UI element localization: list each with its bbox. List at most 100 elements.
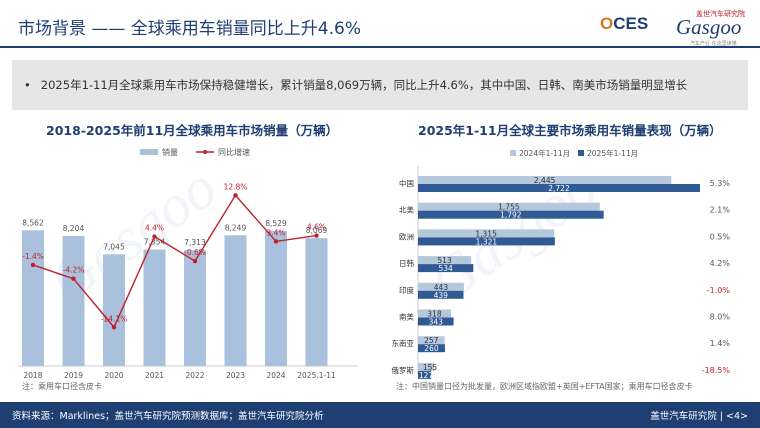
category-label: 中国	[399, 178, 414, 188]
growth-label: 4.6%	[307, 223, 326, 232]
growth-rate-label: -18.5%	[702, 366, 731, 375]
bar-value-2024: 443	[434, 283, 449, 292]
growth-point	[192, 258, 198, 264]
category-label: 欧洲	[399, 231, 414, 241]
bar-2025	[418, 237, 555, 246]
growth-point	[111, 325, 117, 330]
growth-point	[30, 262, 36, 268]
summary-text: 2025年1-11月全球乘用车市场保持稳健增长，累计销量8,069万辆，同比上升…	[40, 78, 688, 92]
bar-2024	[418, 176, 672, 184]
bar-2024	[418, 336, 445, 345]
bar-2024	[418, 362, 435, 371]
growth-label: -0.6%	[184, 248, 206, 257]
growth-label: -14.1%	[101, 314, 128, 323]
bar-value-label: 8,529	[265, 219, 287, 228]
category-label: 北美	[399, 205, 414, 215]
bar-value-2025: 127	[419, 371, 434, 380]
bar-2025	[418, 210, 604, 219]
footer-page: 盖世汽车研究院 | <4>	[650, 411, 748, 422]
growth-point	[314, 233, 319, 238]
footer-source: 资料来源：Marklines；盖世汽车研究院预测数据库；盖世汽车研究院分析	[12, 411, 324, 422]
bar-2025	[418, 370, 432, 379]
left-chart: 销量 同比增速 8,562 2018 8,204 2019 7,045 2020 7,354 20…	[18, 147, 358, 380]
bar-2024	[418, 309, 451, 318]
legend-label-2024: 2024年1-11月	[519, 148, 570, 158]
x-tick-label: 2024	[266, 371, 285, 380]
legend-label-2025: 2025年1-11月	[587, 148, 638, 158]
bar-2024	[418, 229, 555, 238]
bar-value-label: 8,562	[22, 218, 44, 227]
bar-value-2024: 155	[423, 363, 438, 372]
growth-rate-label: 5.3%	[710, 179, 731, 188]
category-label: 日韩	[399, 258, 414, 268]
bar-value-2024: 257	[424, 336, 439, 345]
bar-2025	[418, 317, 454, 326]
bar-value-2024: 1,315	[475, 229, 497, 238]
bar-value-2024: 513	[437, 256, 452, 265]
x-tick-label: 2018	[23, 371, 42, 380]
left-chart-note: 注：乘用车口径含皮卡	[22, 382, 102, 391]
legend-swatch-sales	[140, 149, 158, 155]
growth-point	[152, 234, 157, 239]
bar-value-label: 8,249	[225, 223, 247, 232]
x-tick-label: 2022	[185, 371, 204, 380]
legend-marker-growth	[203, 150, 207, 154]
bar-2025	[418, 264, 474, 273]
bar-sales	[224, 235, 247, 366]
category-label: 南美	[399, 312, 414, 322]
x-tick-label: 2019	[64, 371, 83, 380]
gasgoo-logo-tag: 汽车产业 在这里读懂	[690, 41, 737, 47]
category-label: 东南亚	[392, 338, 415, 348]
growth-rate-label: 2.1%	[710, 206, 731, 215]
growth-label: -4.2%	[63, 266, 85, 275]
growth-label: 12.8%	[224, 182, 248, 191]
bar-value-2025: 260	[424, 344, 439, 353]
bar-2025	[418, 344, 445, 353]
growth-rate-label: 0.5%	[710, 232, 731, 241]
x-tick-label: 2020	[104, 371, 123, 380]
summary-box: • 2025年1-11月全球乘用车市场保持稳健增长，累计销量8,069万辆，同比…	[12, 60, 748, 110]
bar-sales	[184, 250, 206, 366]
page-title: 市场背景 —— 全球乘用车销量同比上升4.6%	[18, 19, 361, 39]
bar-sales	[265, 230, 287, 366]
bar-sales	[305, 238, 328, 366]
x-tick-label: 2025.1-11	[297, 371, 336, 380]
bar-value-label: 8,204	[63, 224, 85, 233]
legend-label-growth: 同比增速	[218, 147, 250, 157]
bar-sales	[22, 230, 44, 366]
growth-point	[71, 276, 76, 281]
growth-rate-label: -1.0%	[707, 286, 731, 295]
bar-value-2025: 343	[429, 318, 444, 327]
growth-rate-label: 8.0%	[710, 313, 731, 322]
growth-label: 4.4%	[145, 224, 164, 233]
bar-value-2025: 534	[438, 264, 453, 273]
legend-swatch-2025	[578, 150, 584, 156]
growth-point	[273, 239, 279, 244]
bar-value-2024: 318	[427, 310, 442, 319]
gasgoo-logo-cn: 盖世汽车研究院	[696, 10, 745, 18]
left-chart-title: 2018-2025年前11月全球乘用车市场销量（万辆）	[46, 123, 339, 138]
bar-2024	[418, 282, 464, 291]
bar-value-label: 7,045	[103, 242, 125, 251]
growth-point	[233, 193, 238, 198]
footer: 资料来源：Marklines；盖世汽车研究院预测数据库；盖世汽车研究院分析 盖世…	[0, 402, 760, 428]
bar-value-2024: 2,445	[534, 176, 556, 185]
category-label: 俄罗斯	[392, 365, 415, 375]
bar-value-label: 8,069	[306, 226, 328, 235]
gasgoo-logo-en: Gasgoo	[676, 15, 742, 39]
legend-label-sales: 销量	[162, 147, 178, 157]
bar-value-2025: 1,792	[500, 211, 522, 220]
ces-logo: OCES	[600, 14, 649, 33]
bar-sales	[62, 235, 85, 366]
bar-sales	[143, 249, 166, 366]
x-tick-label: 2021	[145, 371, 164, 380]
bar-2024	[418, 256, 472, 265]
bar-2025	[418, 290, 464, 299]
bar-value-label: 7,354	[144, 237, 166, 246]
x-tick-label: 2023	[226, 371, 245, 380]
summary-bullet: •	[24, 78, 31, 92]
right-chart-title: 2025年1-11月全球主要市场乘用车销量表现（万辆）	[418, 123, 722, 138]
bar-2025	[418, 184, 700, 192]
bar-value-2025: 1,321	[476, 237, 498, 246]
